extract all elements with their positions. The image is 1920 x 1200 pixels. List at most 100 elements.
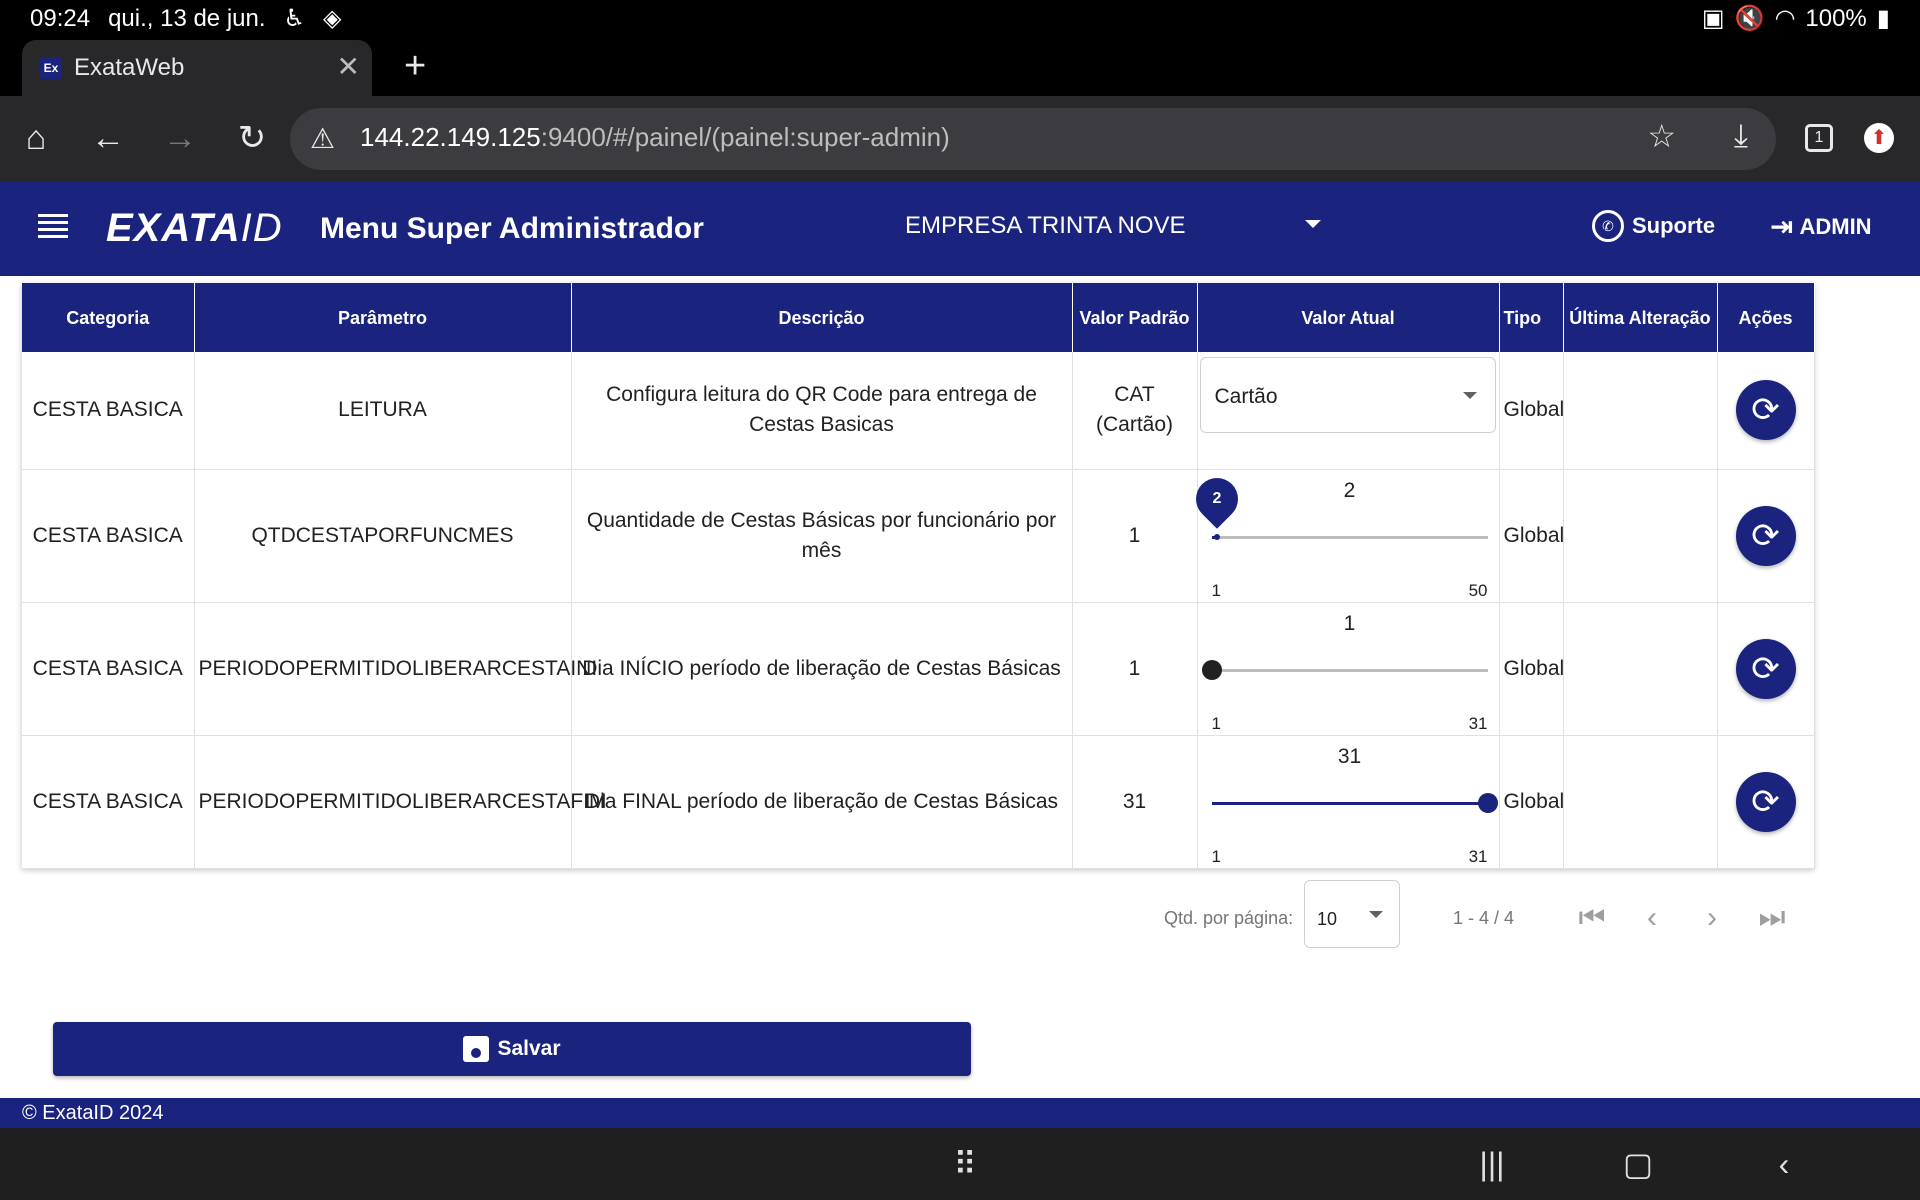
- slider-track[interactable]: [1211, 668, 1488, 672]
- admin-label: ADMIN: [1799, 213, 1872, 239]
- table-row: CESTA BASICA QTDCESTAPORFUNCMES Quantida…: [22, 468, 1815, 603]
- slider-value: 31: [1337, 744, 1362, 768]
- valor-atual-slider[interactable]: 1 1 31: [1201, 603, 1488, 736]
- app-drawer-icon[interactable]: ⠿: [953, 1146, 977, 1182]
- col-header-tipo[interactable]: Tipo: [1499, 283, 1564, 352]
- slider-max-label: 50: [1468, 580, 1488, 600]
- reset-default-button[interactable]: ⟳: [1735, 505, 1796, 566]
- hamburger-menu-icon[interactable]: [38, 214, 68, 240]
- previous-page-icon[interactable]: ‹: [1647, 901, 1657, 934]
- slider-track[interactable]: [1211, 535, 1488, 539]
- support-button[interactable]: ✆ Suporte: [1592, 210, 1715, 242]
- cell-tipo: Global: [1499, 602, 1564, 736]
- cell-ultima-alteracao: [1563, 352, 1718, 470]
- back-nav-icon[interactable]: ‹: [1778, 1146, 1790, 1182]
- items-per-page-label: Qtd. por página:: [1164, 908, 1294, 928]
- first-page-icon[interactable]: ⏮: [1578, 901, 1606, 934]
- cell-valor-atual: 31 1 31: [1197, 735, 1500, 869]
- home-nav-icon[interactable]: ▢: [1622, 1146, 1654, 1182]
- table-row: CESTA BASICA PERIODOPERMITIDOLIBERARCEST…: [22, 602, 1815, 736]
- col-header-ultima-alteracao[interactable]: Última Alteração: [1563, 283, 1718, 352]
- page-range-label: 1 - 4 / 4: [1453, 908, 1515, 928]
- reset-default-button[interactable]: ⟳: [1735, 638, 1796, 699]
- url-host: 144.22.149.125: [360, 122, 541, 152]
- items-per-page-select[interactable]: 10: [1304, 880, 1400, 948]
- recent-apps-icon[interactable]: |||: [1479, 1146, 1505, 1182]
- forward-arrow-icon[interactable]: →: [163, 119, 197, 157]
- update-icon[interactable]: ⬆: [1864, 123, 1894, 153]
- table-row: CESTA BASICA LEITURA Configura leitura d…: [22, 352, 1815, 470]
- slider-min-label: 1: [1211, 580, 1221, 600]
- android-nav-bar: ⠿ ||| ▢ ‹: [0, 1128, 1920, 1200]
- close-tab-icon[interactable]: ✕: [336, 51, 360, 82]
- parameters-table-card: Categoria Parâmetro Descrição Valor Padr…: [22, 283, 1815, 869]
- cell-tipo: Global: [1499, 469, 1564, 603]
- valor-atual-slider[interactable]: 2 2 1 50: [1187, 468, 1488, 603]
- wifi-icon: ◠: [1774, 5, 1796, 32]
- status-bar: 09:24 qui., 13 de jun. ♿ ◈ ▣ 🔇 ◠ 100% ▮: [0, 0, 1920, 36]
- cell-valor-padrao: 31: [1072, 735, 1198, 869]
- logout-admin-button[interactable]: ⇥ ADMIN: [1770, 210, 1872, 243]
- valor-atual-slider[interactable]: 31 1 31: [1211, 736, 1498, 869]
- parameters-table: Categoria Parâmetro Descrição Valor Padr…: [22, 283, 1815, 869]
- dropdown-caret-icon: [1462, 392, 1477, 399]
- logout-icon: ⇥: [1770, 211, 1794, 242]
- cell-valor-atual: 1 1 31: [1197, 602, 1500, 736]
- slider-thumb[interactable]: [1214, 533, 1221, 540]
- tab-count-button[interactable]: 1: [1805, 124, 1833, 152]
- home-icon[interactable]: ⌂: [25, 119, 47, 157]
- floppy-disk-icon: [463, 1036, 490, 1062]
- slider-min-label: 1: [1211, 713, 1221, 733]
- reset-default-button[interactable]: ⟳: [1735, 771, 1796, 832]
- bookmark-star-icon[interactable]: ☆: [1647, 118, 1676, 154]
- valor-atual-select[interactable]: Cartão: [1199, 357, 1496, 433]
- cell-parametro: QTDCESTAPORFUNCMES: [194, 469, 572, 603]
- url-text[interactable]: 144.22.149.125:9400/#/painel/(painel:sup…: [360, 122, 950, 153]
- status-time: 09:24: [30, 4, 91, 32]
- cell-categoria: CESTA BASICA: [22, 602, 195, 736]
- slider-max-label: 31: [1468, 713, 1488, 733]
- download-icon[interactable]: ⤓: [1733, 117, 1748, 153]
- slider-value: 2: [1343, 478, 1356, 502]
- col-header-valor-padrao[interactable]: Valor Padrão: [1072, 283, 1198, 352]
- save-button[interactable]: Salvar: [53, 1022, 971, 1076]
- next-page-icon[interactable]: ›: [1707, 901, 1717, 934]
- back-arrow-icon[interactable]: ←: [91, 119, 125, 157]
- address-bar[interactable]: ⚠ 144.22.149.125:9400/#/painel/(painel:s…: [290, 108, 1776, 170]
- cell-valor-padrao: CAT (Cartão): [1072, 352, 1198, 470]
- table-header-row: Categoria Parâmetro Descrição Valor Padr…: [22, 283, 1815, 352]
- new-tab-button[interactable]: +: [404, 45, 427, 87]
- browser-toolbar: ⌂ ← → ↻ ⚠ 144.22.149.125:9400/#/painel/(…: [0, 96, 1920, 182]
- cell-acoes: ⟳: [1717, 735, 1815, 869]
- slider-thumb[interactable]: [1477, 792, 1498, 813]
- company-select[interactable]: EMPRESA TRINTA NOVE: [905, 212, 1186, 239]
- col-header-valor-atual[interactable]: Valor Atual: [1197, 283, 1500, 352]
- browser-tab-strip: Ex ExataWeb ✕ +: [0, 36, 1920, 96]
- cell-descricao: Dia FINAL período de liberação de Cestas…: [571, 735, 1073, 869]
- favicon-icon: Ex: [40, 57, 62, 79]
- col-header-descricao[interactable]: Descrição: [571, 283, 1073, 352]
- slider-fill: [1211, 801, 1488, 805]
- last-page-icon[interactable]: ⏭: [1758, 901, 1786, 934]
- reload-icon[interactable]: ↻: [237, 119, 267, 157]
- slider-value-bubble: 2: [1187, 468, 1247, 529]
- battery-level: 100%: [1805, 4, 1867, 32]
- browser-tab[interactable]: Ex ExataWeb ✕: [22, 40, 372, 96]
- chevron-down-icon[interactable]: [1305, 220, 1321, 228]
- cell-categoria: CESTA BASICA: [22, 735, 195, 869]
- bubble-text: 2: [1212, 489, 1222, 507]
- reset-default-button[interactable]: ⟳: [1735, 380, 1796, 441]
- col-header-categoria[interactable]: Categoria: [22, 283, 195, 352]
- cell-parametro: LEITURA: [194, 352, 572, 470]
- paginator: Qtd. por página: 10 1 - 4 / 4 ⏮ ‹ › ⏭: [0, 880, 1920, 950]
- cell-parametro: PERIODOPERMITIDOLIBERARCESTAFIM: [194, 735, 607, 869]
- slider-value: 1: [1343, 611, 1356, 635]
- not-secure-warning-icon[interactable]: ⚠: [310, 123, 336, 154]
- col-header-parametro[interactable]: Parâmetro: [194, 283, 572, 352]
- cell-valor-atual: Cartão: [1197, 352, 1500, 470]
- sim-icon: ▣: [1701, 5, 1725, 32]
- save-label: Salvar: [497, 1037, 561, 1060]
- dropdown-caret-icon: [1369, 911, 1383, 918]
- cell-valor-padrao: 1: [1072, 469, 1198, 603]
- slider-thumb[interactable]: [1201, 659, 1222, 680]
